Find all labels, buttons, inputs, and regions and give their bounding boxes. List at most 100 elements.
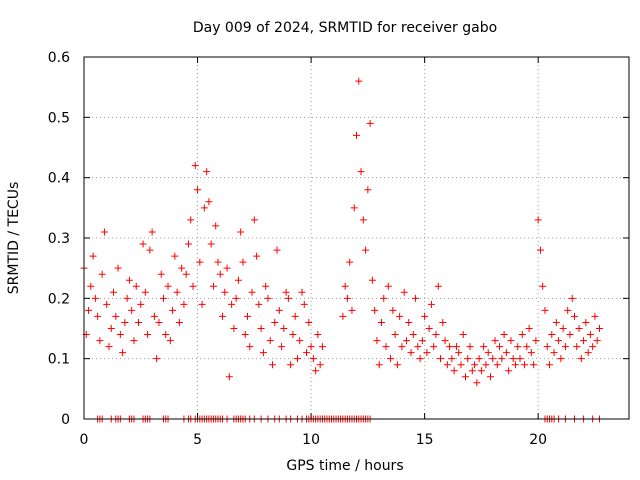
data-point	[414, 343, 422, 351]
data-point	[409, 331, 417, 339]
data-point	[518, 331, 526, 339]
data-point	[300, 300, 308, 308]
data-point	[366, 119, 374, 127]
data-point	[246, 343, 254, 351]
data-point	[293, 355, 301, 363]
data-point	[516, 355, 524, 363]
data-point	[85, 306, 93, 314]
data-point	[123, 294, 131, 302]
y-axis-label: SRMTID / TECUs	[6, 182, 22, 295]
data-point	[119, 349, 127, 357]
data-point	[305, 318, 313, 326]
data-point	[200, 204, 208, 212]
data-point	[523, 343, 531, 351]
data-point	[266, 337, 274, 345]
data-point	[457, 361, 465, 369]
data-point	[225, 373, 233, 381]
data-point	[484, 349, 492, 357]
data-point	[221, 288, 229, 296]
data-point	[430, 343, 438, 351]
data-point	[155, 318, 163, 326]
data-point	[232, 294, 240, 302]
data-point	[595, 325, 603, 332]
y-tick-label: 0.5	[48, 110, 70, 126]
data-point	[112, 312, 120, 320]
data-point	[416, 355, 424, 363]
data-point	[466, 343, 474, 351]
data-point	[230, 325, 238, 332]
data-point	[98, 270, 106, 278]
data-points	[80, 77, 603, 423]
data-point	[166, 337, 174, 345]
data-point	[107, 325, 115, 332]
data-point	[162, 331, 170, 339]
data-point	[287, 361, 295, 369]
data-point	[589, 343, 597, 351]
data-point	[434, 282, 442, 290]
data-point	[389, 306, 397, 314]
data-point	[125, 276, 133, 284]
data-point	[427, 300, 435, 308]
data-point	[425, 325, 433, 332]
data-point	[341, 282, 349, 290]
data-point	[194, 186, 202, 194]
data-point	[318, 343, 326, 351]
data-point	[402, 337, 410, 345]
data-point	[364, 186, 372, 194]
data-point	[196, 258, 204, 266]
data-point	[459, 331, 467, 339]
data-point	[561, 343, 569, 351]
data-point	[387, 355, 395, 363]
y-tick-label: 0	[61, 412, 70, 428]
data-point	[264, 294, 272, 302]
data-point	[530, 361, 538, 369]
data-point	[128, 306, 136, 314]
x-tick-label: 5	[193, 432, 202, 448]
data-point	[391, 331, 399, 339]
data-point	[586, 331, 594, 339]
data-point	[496, 343, 504, 351]
data-point	[212, 222, 220, 230]
data-point	[473, 379, 481, 387]
data-point	[346, 258, 354, 266]
data-point	[94, 312, 102, 320]
data-point	[105, 343, 113, 351]
data-point	[189, 282, 197, 290]
data-point	[244, 312, 251, 320]
data-point	[139, 240, 147, 248]
data-point	[248, 288, 256, 296]
data-point	[502, 349, 510, 357]
data-point	[373, 337, 381, 345]
data-point	[234, 276, 242, 284]
data-point	[548, 331, 556, 339]
x-tick-label: 10	[302, 432, 320, 448]
data-point	[532, 337, 540, 345]
data-point	[203, 168, 211, 176]
data-point	[555, 337, 563, 345]
data-point	[135, 318, 142, 326]
data-point	[539, 282, 547, 290]
data-point	[421, 312, 429, 320]
data-point	[268, 361, 276, 369]
data-point	[584, 349, 592, 357]
data-point	[450, 367, 458, 375]
data-point	[500, 331, 508, 339]
data-point	[493, 361, 501, 369]
data-point	[571, 312, 578, 320]
data-point	[182, 270, 190, 278]
data-point	[350, 204, 358, 212]
data-point	[309, 355, 317, 363]
data-point	[228, 300, 236, 308]
data-point	[116, 331, 124, 339]
data-point	[362, 246, 370, 254]
x-tick-label: 20	[529, 432, 547, 448]
data-point	[291, 312, 299, 320]
data-point	[566, 331, 574, 339]
data-point	[407, 349, 415, 357]
data-point	[511, 361, 519, 369]
data-point	[103, 300, 111, 308]
data-point	[239, 258, 247, 266]
data-point	[384, 282, 392, 290]
data-point	[114, 264, 122, 272]
